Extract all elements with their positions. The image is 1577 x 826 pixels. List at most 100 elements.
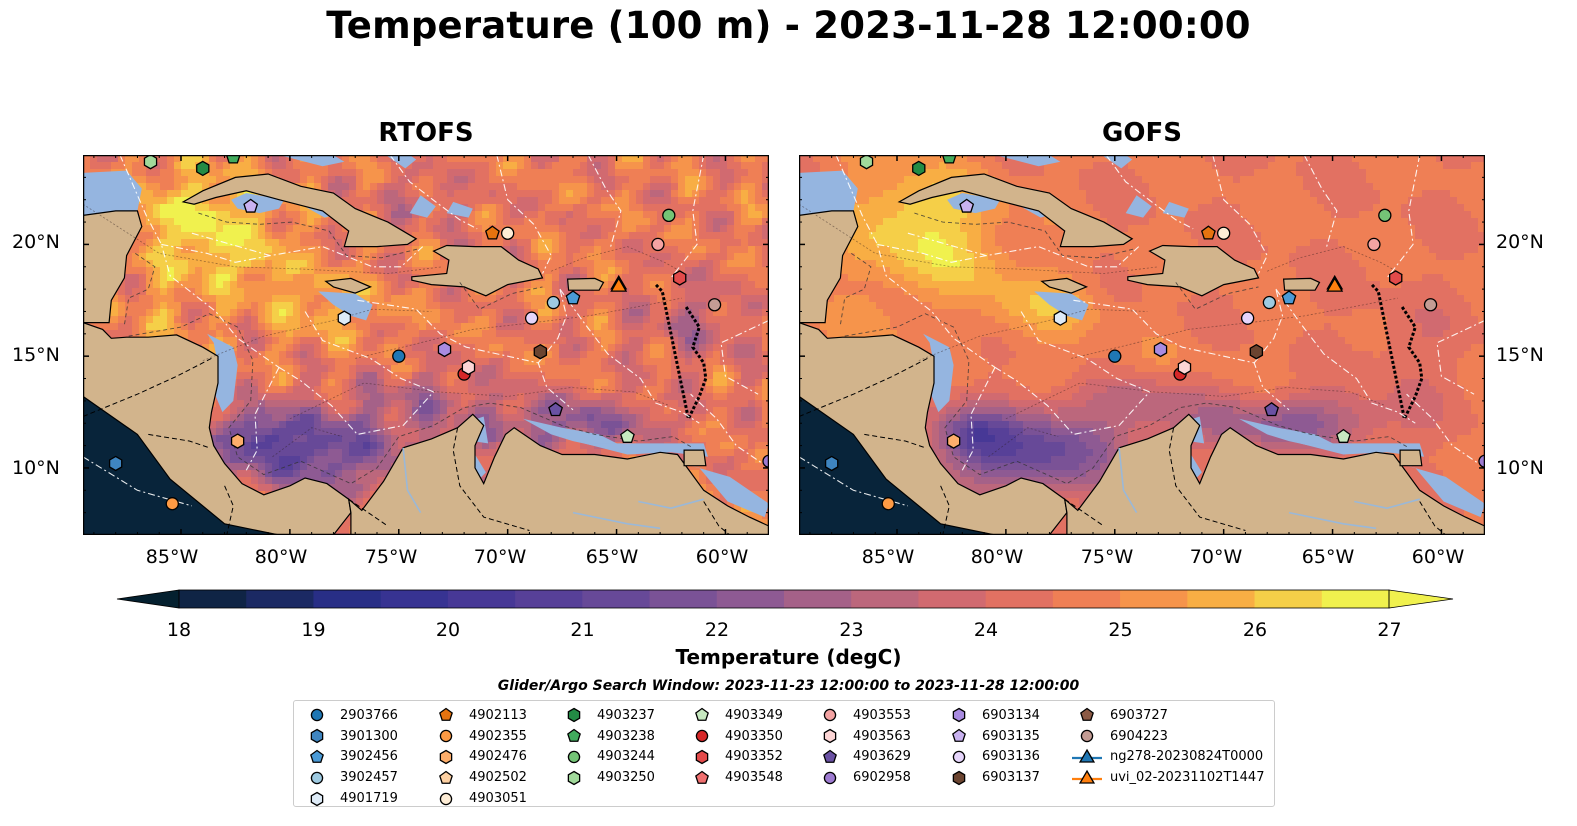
- legend-symbol[interactable]: [823, 709, 837, 722]
- legend-item[interactable]: 3902457: [302, 767, 398, 788]
- float-marker-6903137[interactable]: [1249, 343, 1264, 360]
- float-marker-4902355[interactable]: [881, 497, 895, 511]
- float-marker-2903766[interactable]: [1108, 349, 1122, 363]
- float-marker-6904223[interactable]: [707, 298, 722, 312]
- float-marker-2903766[interactable]: [392, 349, 406, 363]
- legend-symbol[interactable]: [823, 749, 837, 763]
- legend-symbol[interactable]: [823, 771, 837, 785]
- float-marker-4902113[interactable]: [484, 225, 500, 240]
- legend-symbol[interactable]: [567, 728, 581, 743]
- float-marker-4903563[interactable]: [461, 359, 476, 376]
- legend-item[interactable]: 4903553: [815, 705, 911, 726]
- float-marker-6903134[interactable]: [437, 341, 452, 358]
- legend-item[interactable]: 4903548: [687, 767, 783, 788]
- legend-symbol[interactable]: [695, 708, 709, 722]
- float-marker-4902113[interactable]: [1200, 225, 1216, 240]
- legend-symbol[interactable]: [952, 770, 966, 786]
- float-marker-4903238[interactable]: [941, 155, 957, 164]
- float-marker-6904223[interactable]: [1423, 298, 1438, 312]
- legend-item[interactable]: 6902958: [815, 767, 911, 788]
- legend-symbol[interactable]: [1080, 708, 1094, 722]
- float-marker-4902355[interactable]: [165, 497, 179, 511]
- legend-item[interactable]: 6903135: [944, 726, 1040, 747]
- legend-item[interactable]: 3902456: [302, 747, 398, 768]
- legend-item[interactable]: 4903352: [687, 747, 783, 768]
- float-marker-4903237[interactable]: [196, 160, 210, 177]
- float-marker-4903629[interactable]: [1264, 402, 1280, 417]
- float-marker-4903349[interactable]: [1336, 428, 1351, 443]
- legend-symbol[interactable]: [310, 709, 324, 722]
- float-marker-4903553[interactable]: [1367, 237, 1381, 252]
- float-marker-3902456[interactable]: [1281, 290, 1297, 305]
- legend-item[interactable]: 6903137: [944, 767, 1040, 788]
- float-marker-6903135[interactable]: [243, 198, 259, 213]
- float-marker-4903238[interactable]: [225, 155, 241, 164]
- float-marker-3902457[interactable]: [546, 295, 561, 310]
- legend-symbol[interactable]: [439, 708, 453, 722]
- legend-symbol[interactable]: [567, 750, 581, 764]
- map-rtofs[interactable]: [83, 155, 769, 535]
- legend-item[interactable]: 2903766: [302, 705, 398, 726]
- legend-item[interactable]: 3901300: [302, 726, 398, 747]
- legend-item[interactable]: uvi_02-20231102T1447: [1072, 767, 1264, 788]
- legend-item[interactable]: 4902355: [431, 726, 527, 747]
- float-marker-4902476[interactable]: [946, 433, 961, 449]
- legend-symbol[interactable]: [310, 749, 324, 763]
- legend-symbol[interactable]: [439, 770, 453, 784]
- legend-symbol[interactable]: [439, 729, 453, 743]
- legend-symbol[interactable]: [310, 771, 324, 785]
- legend-symbol[interactable]: [1078, 769, 1096, 784]
- legend-item[interactable]: 4902113: [431, 705, 527, 726]
- legend-item[interactable]: 6904223: [1072, 726, 1264, 747]
- float-marker-4903250[interactable]: [859, 155, 874, 170]
- legend-item[interactable]: 6903727: [1072, 705, 1264, 726]
- legend-item[interactable]: 4903238: [559, 726, 655, 747]
- float-marker-4903244[interactable]: [1378, 208, 1392, 223]
- legend-symbol[interactable]: [952, 750, 966, 764]
- legend-symbol[interactable]: [1078, 748, 1096, 763]
- legend-symbol[interactable]: [439, 749, 453, 765]
- float-marker-4902476[interactable]: [230, 433, 245, 449]
- legend-item[interactable]: 4902476: [431, 747, 527, 768]
- float-marker-4903352[interactable]: [673, 270, 687, 286]
- legend-item[interactable]: 4903563: [815, 726, 911, 747]
- legend-symbol[interactable]: [310, 728, 324, 744]
- legend-symbol[interactable]: [952, 728, 966, 743]
- legend-item[interactable]: 4903244: [559, 747, 655, 768]
- legend-symbol[interactable]: [439, 792, 453, 805]
- float-marker-6903136[interactable]: [524, 311, 539, 325]
- legend-symbol[interactable]: [695, 749, 709, 765]
- legend-item[interactable]: 4903629: [815, 747, 911, 768]
- legend-symbol[interactable]: [310, 791, 324, 806]
- float-marker-3902456[interactable]: [565, 290, 581, 305]
- legend-item[interactable]: 4902502: [431, 767, 527, 788]
- float-marker-3901300[interactable]: [108, 455, 123, 472]
- float-marker-3902457[interactable]: [1262, 295, 1277, 310]
- legend-item[interactable]: 4903350: [687, 726, 783, 747]
- float-marker-6903134[interactable]: [1153, 341, 1168, 358]
- float-marker-4903553[interactable]: [651, 237, 665, 252]
- float-marker-4903349[interactable]: [620, 428, 635, 443]
- legend-item[interactable]: ng278-20230824T0000: [1072, 747, 1264, 768]
- float-marker-4901719[interactable]: [337, 310, 352, 326]
- float-marker-4903563[interactable]: [1177, 359, 1192, 376]
- float-marker-4903237[interactable]: [912, 160, 926, 177]
- float-marker-4903051[interactable]: [500, 226, 515, 240]
- legend-symbol[interactable]: [1080, 729, 1094, 743]
- float-marker-6903136[interactable]: [1240, 311, 1255, 325]
- float-marker-6903137[interactable]: [533, 343, 548, 360]
- float-marker-uvi_02-20231102T1447[interactable]: [610, 277, 628, 292]
- map-gofs[interactable]: [799, 155, 1485, 535]
- legend-item[interactable]: 6903134: [944, 705, 1040, 726]
- legend-item[interactable]: 4901719: [302, 788, 398, 809]
- legend-symbol[interactable]: [567, 770, 581, 786]
- legend-item[interactable]: 4903237: [559, 705, 655, 726]
- float-marker-uvi_02-20231102T1447[interactable]: [1326, 277, 1344, 292]
- legend-symbol[interactable]: [695, 770, 709, 784]
- float-marker-6903135[interactable]: [959, 198, 975, 213]
- legend-item[interactable]: 4903051: [431, 788, 527, 809]
- float-marker-4903250[interactable]: [143, 155, 158, 170]
- legend-symbol[interactable]: [695, 729, 709, 743]
- legend-symbol[interactable]: [567, 708, 581, 723]
- float-marker-4903051[interactable]: [1216, 226, 1231, 240]
